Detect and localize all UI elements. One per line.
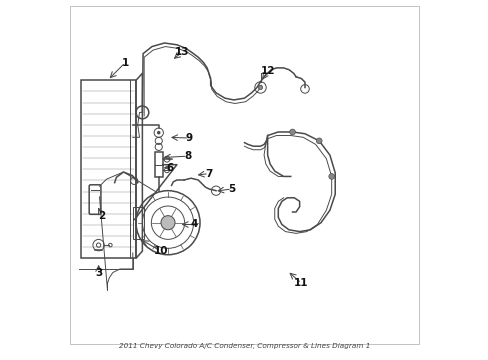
Circle shape xyxy=(316,138,322,144)
Circle shape xyxy=(289,129,295,135)
Text: 2011 Chevy Colorado A/C Condenser, Compressor & Lines Diagram 1: 2011 Chevy Colorado A/C Condenser, Compr… xyxy=(119,343,369,349)
Text: 6: 6 xyxy=(166,163,173,172)
Circle shape xyxy=(328,174,334,179)
Text: 2: 2 xyxy=(99,211,105,221)
Bar xyxy=(133,207,143,239)
Text: 11: 11 xyxy=(294,278,308,288)
Bar xyxy=(155,152,163,177)
Text: 10: 10 xyxy=(153,246,168,256)
Text: 8: 8 xyxy=(183,151,191,161)
Text: 13: 13 xyxy=(175,47,189,57)
Circle shape xyxy=(258,85,262,90)
Text: 4: 4 xyxy=(191,220,198,229)
Text: 9: 9 xyxy=(185,133,192,143)
Circle shape xyxy=(157,131,160,134)
Text: 12: 12 xyxy=(260,67,274,76)
Bar xyxy=(81,80,136,258)
Text: 5: 5 xyxy=(228,184,235,194)
Text: 1: 1 xyxy=(122,58,129,68)
Circle shape xyxy=(161,216,175,230)
Text: 7: 7 xyxy=(205,168,212,179)
Text: 3: 3 xyxy=(95,267,102,278)
